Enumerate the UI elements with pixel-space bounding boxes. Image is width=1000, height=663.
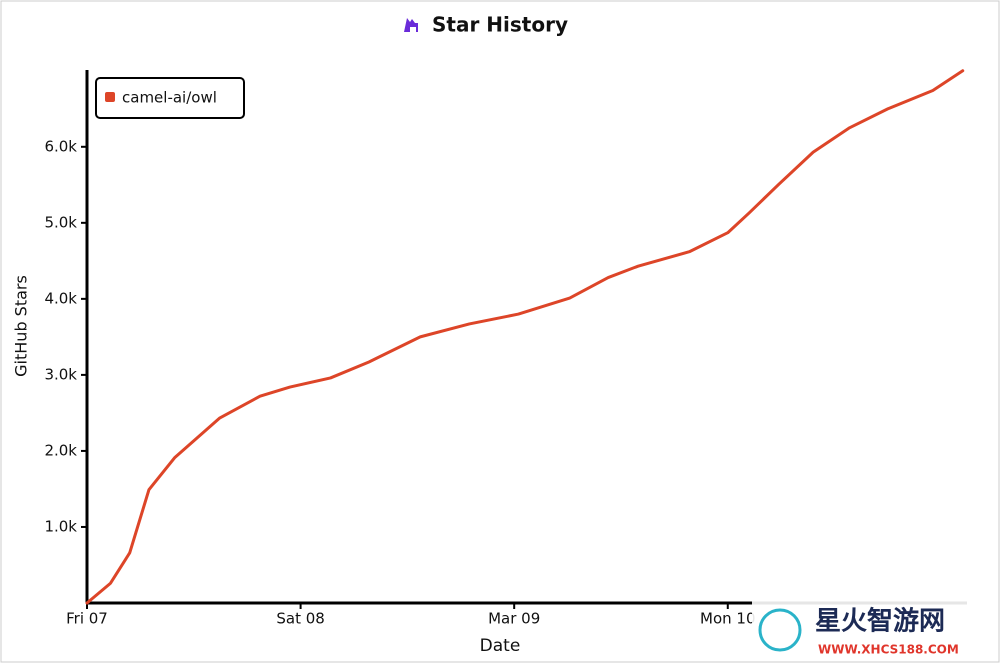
x-axis-label: Date: [480, 636, 521, 656]
chart-title: Star History: [432, 13, 568, 37]
x-tick-label: Mon 10: [700, 610, 755, 628]
legend-label: camel-ai/owl: [122, 89, 217, 107]
y-tick-label: 2.0k: [44, 441, 77, 459]
watermark-url: WWW.XHCS188.COM: [818, 643, 959, 657]
series-line: [85, 69, 965, 605]
y-axis-label: GitHub Stars: [12, 275, 31, 377]
y-tick-label: 3.0k: [44, 365, 77, 383]
x-tick-label: Sat 08: [276, 610, 324, 628]
watermark-logo: [758, 608, 802, 652]
y-tick-label: 1.0k: [44, 517, 77, 535]
y-tick-label: 4.0k: [44, 289, 77, 307]
x-tick-label: Mar 09: [488, 610, 540, 628]
legend-box: [95, 77, 245, 119]
watermark-bg: [752, 600, 998, 660]
y-tick-label: 6.0k: [44, 137, 77, 155]
title-icon: [404, 18, 418, 32]
x-tick-label: Fri 07: [66, 610, 108, 628]
legend-swatch: [105, 92, 115, 102]
y-tick-label: 5.0k: [44, 213, 77, 231]
watermark-name: 星火智游网: [815, 607, 945, 637]
